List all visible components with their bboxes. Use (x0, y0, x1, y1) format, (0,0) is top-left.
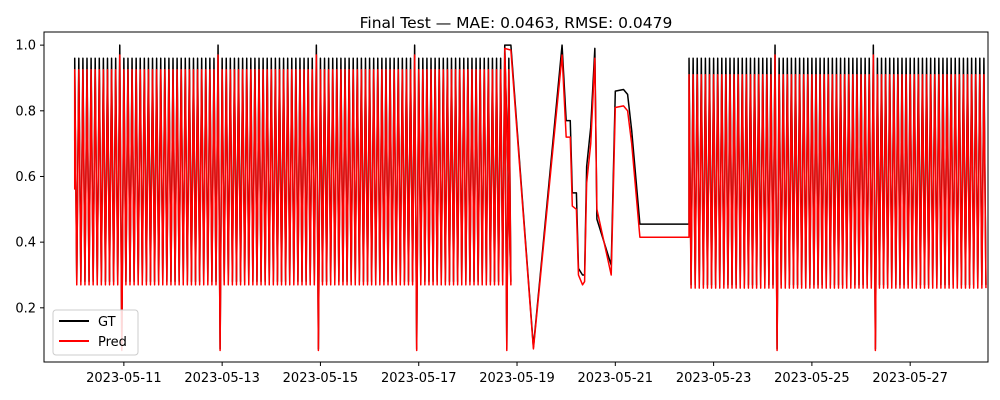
y-tick-label: 0.8 (15, 104, 36, 119)
x-tick-label: 2023-05-15 (283, 371, 359, 386)
plot-frame (43, 31, 989, 363)
series-layer (73, 44, 987, 352)
x-tick-label: 2023-05-17 (381, 371, 457, 386)
chart-title: Final Test — MAE: 0.0463, RMSE: 0.0479 (360, 14, 673, 32)
x-tick-label: 2023-05-21 (578, 371, 654, 386)
legend-label-pred: Pred (98, 335, 127, 350)
series-line-pred (73, 47, 987, 352)
y-tick-label: 0.4 (15, 236, 36, 251)
x-tick-label: 2023-05-23 (676, 371, 752, 386)
legend: GT Pred (52, 309, 139, 356)
y-tick-label: 0.2 (15, 301, 36, 316)
y-tick-label: 0.6 (15, 170, 36, 185)
x-tick-label: 2023-05-19 (479, 371, 555, 386)
x-tick-label: 2023-05-27 (872, 371, 948, 386)
x-tick-label: 2023-05-13 (184, 371, 260, 386)
x-tick-label: 2023-05-25 (774, 371, 850, 386)
y-axis: 0.2 0.4 0.6 0.8 1.0 (15, 39, 44, 316)
x-tick-label: 2023-05-11 (86, 371, 162, 386)
legend-label-gt: GT (98, 315, 116, 330)
y-tick-label: 1.0 (15, 39, 36, 54)
x-axis: 2023-05-11 2023-05-13 2023-05-15 2023-05-17… (86, 362, 948, 386)
